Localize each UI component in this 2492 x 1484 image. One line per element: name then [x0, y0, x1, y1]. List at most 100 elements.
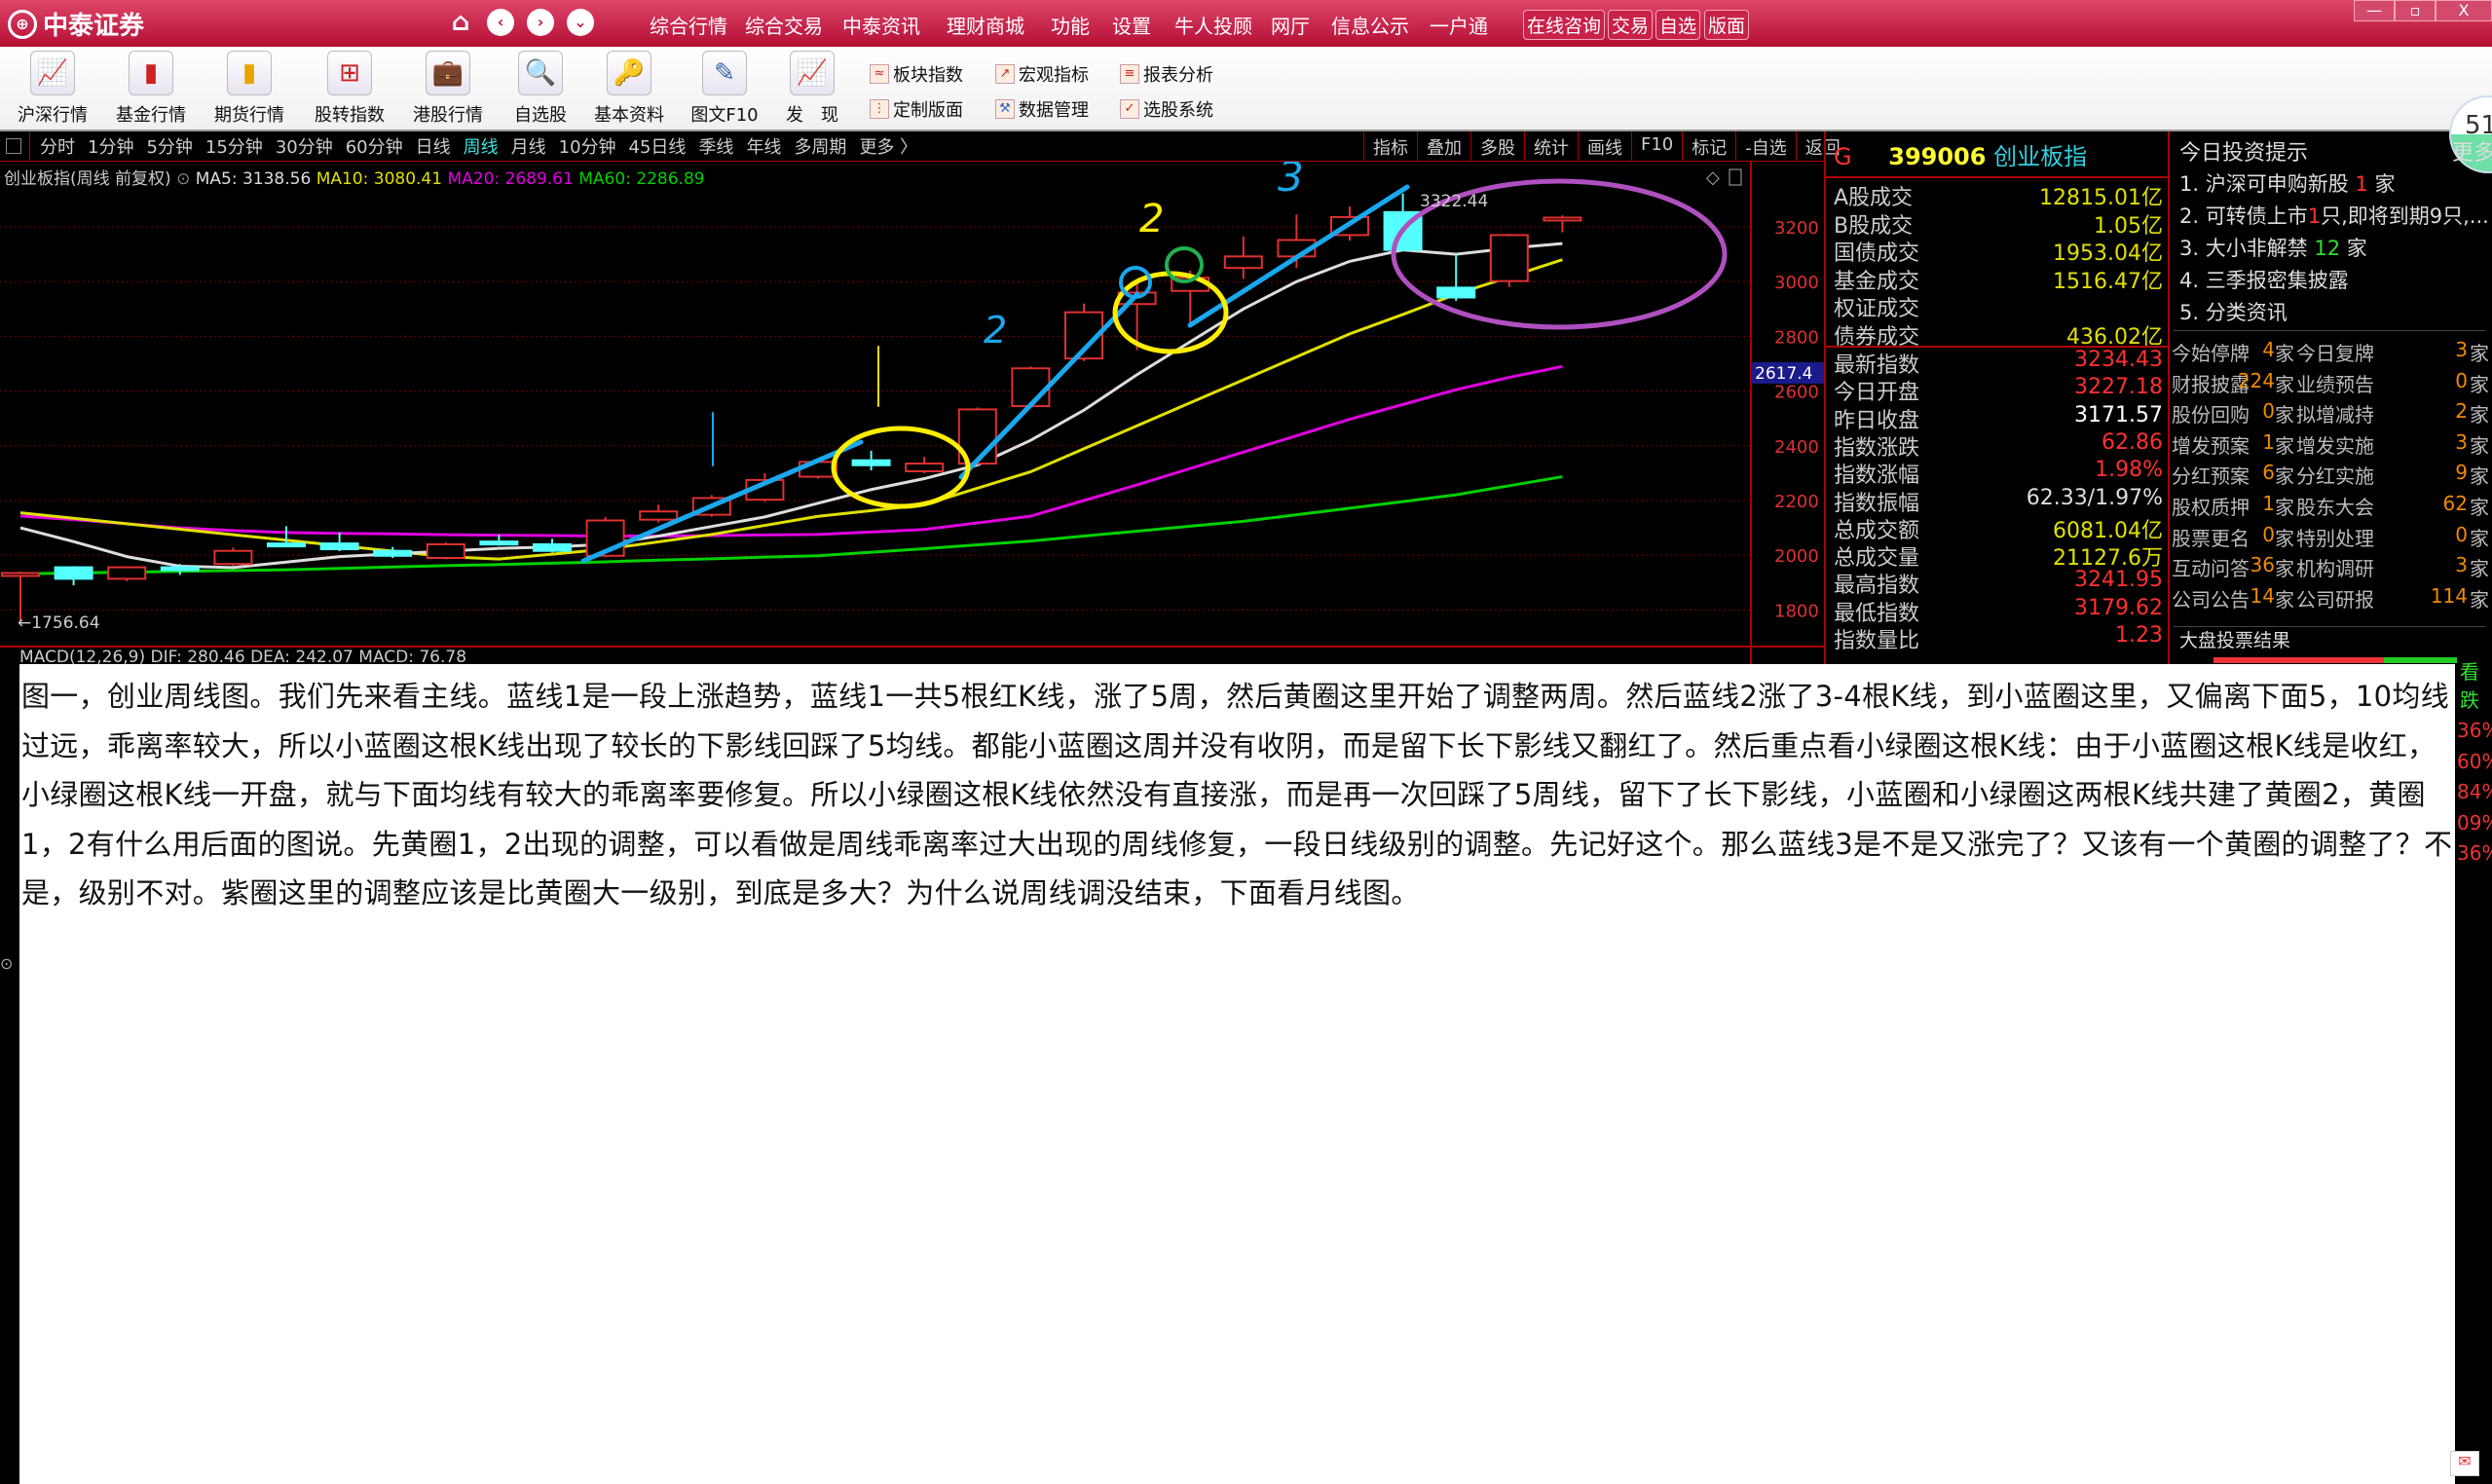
- watchlist-button[interactable]: 自选: [1655, 10, 1701, 40]
- toolbar-custom-layout[interactable]: ⋮ 定制版面: [870, 96, 963, 122]
- stat-row[interactable]: 今始停牌 4 家 今日复牌 3 家: [2172, 338, 2489, 367]
- tab-period[interactable]: 季线: [698, 137, 734, 158]
- tab-period[interactable]: 多周期: [794, 137, 847, 158]
- expand-icon[interactable]: [1729, 168, 1742, 186]
- panel-toggle-icon[interactable]: [6, 138, 21, 154]
- stat-row[interactable]: 股权质押 1 家 股东大会 62 家: [2172, 492, 2489, 521]
- stat-row[interactable]: 股票更名 0 家 特别处理 0 家: [2172, 523, 2489, 552]
- menu-news[interactable]: 中泰资讯: [842, 15, 920, 38]
- stat-row[interactable]: 增发预案 1 家 增发实施 3 家: [2172, 430, 2489, 460]
- tip-item[interactable]: 1. 沪深可申购新股 1 家: [2179, 168, 2395, 198]
- menu-market[interactable]: 综合行情: [650, 15, 727, 38]
- candle[interactable]: [905, 457, 945, 473]
- stat-row[interactable]: 互动问答 36 家 机构调研 3 家: [2172, 553, 2489, 582]
- minimize-button[interactable]: —: [2354, 0, 2395, 21]
- candle[interactable]: [373, 546, 413, 559]
- toolbar-futures-market[interactable]: ▮ 期货行情: [205, 51, 293, 127]
- toolbar-basic-info[interactable]: 🔑 基本资料: [585, 51, 673, 127]
- stat-row[interactable]: 公司公告 14 家 公司研报 114 家: [2172, 584, 2489, 613]
- menu-advisor[interactable]: 牛人投顾: [1174, 15, 1252, 38]
- more-link[interactable]: 更多: [2452, 141, 2492, 166]
- tool-stats[interactable]: 统计: [1524, 131, 1578, 162]
- toolbar-discover[interactable]: 📈 发 现: [768, 51, 856, 127]
- candle[interactable]: [1011, 366, 1051, 408]
- close-button[interactable]: X: [2436, 0, 2492, 21]
- tab-more[interactable]: 更多 〉: [859, 137, 918, 158]
- tab-period[interactable]: 5分钟: [146, 137, 193, 158]
- dropdown-icon[interactable]: ⊙: [176, 169, 191, 189]
- trade-button[interactable]: 交易: [1608, 10, 1654, 40]
- candle[interactable]: [1383, 193, 1423, 252]
- candle[interactable]: [1543, 215, 1582, 233]
- chat-icon[interactable]: ✉: [2450, 1451, 2479, 1476]
- toolbar-hk-market[interactable]: 💼 港股行情: [404, 51, 492, 127]
- stat-row[interactable]: 股份回购 0 家 拟增减持 2 家: [2172, 399, 2489, 428]
- toolbar-macro[interactable]: ↗ 宏观指标: [995, 61, 1089, 87]
- tool-mark[interactable]: 标记: [1682, 131, 1735, 162]
- candle[interactable]: [160, 564, 200, 575]
- tool-remove-watch[interactable]: -自选: [1735, 131, 1796, 162]
- diamond-icon[interactable]: ◇: [1706, 167, 1720, 188]
- tab-period[interactable]: 60分钟: [345, 137, 403, 158]
- toolbar-sector-index[interactable]: ≈ 板块指数: [870, 61, 963, 87]
- tool-back[interactable]: 返回: [1795, 131, 1849, 162]
- candle[interactable]: [1223, 236, 1263, 279]
- stat-row[interactable]: 财报披露 224 家 业绩预告 0 家: [2172, 369, 2489, 398]
- toolbar-watchlist[interactable]: 🔍 自选股: [497, 51, 584, 127]
- candle[interactable]: [1436, 254, 1476, 301]
- candle[interactable]: [1, 572, 40, 622]
- candle[interactable]: [851, 450, 891, 471]
- tool-overlay[interactable]: 叠加: [1417, 131, 1470, 162]
- home-icon[interactable]: ⌂: [451, 8, 470, 37]
- dropdown-icon[interactable]: ⌄: [567, 9, 594, 36]
- tab-period[interactable]: 30分钟: [275, 137, 333, 158]
- tool-draw[interactable]: 画线: [1578, 131, 1631, 162]
- menu-mall[interactable]: 理财商城: [947, 15, 1024, 38]
- toolbar-fund-market[interactable]: ▮ 基金行情: [107, 51, 195, 127]
- candle[interactable]: [319, 532, 359, 551]
- tab-period[interactable]: 15分钟: [205, 137, 263, 158]
- tab-period[interactable]: 日线: [415, 137, 451, 158]
- candle[interactable]: [107, 566, 147, 581]
- tool-f10[interactable]: F10: [1631, 131, 1682, 162]
- consult-button[interactable]: 在线咨询: [1523, 10, 1606, 40]
- candle[interactable]: [639, 504, 679, 523]
- tip-item[interactable]: 3. 大小非解禁 12 家: [2179, 233, 2367, 262]
- tip-item[interactable]: 4. 三季报密集披露: [2179, 265, 2349, 294]
- tip-item[interactable]: 5. 分类资讯: [2179, 297, 2287, 326]
- kline-chart[interactable]: 3200 3000 2800 2600 2400 2200 2000 1800 2 2 3 3…: [0, 162, 1824, 664]
- menu-disclosure[interactable]: 信息公示: [1331, 15, 1409, 38]
- tab-period[interactable]: 10分钟: [558, 137, 616, 158]
- tool-indicator[interactable]: 指标: [1363, 131, 1417, 162]
- candle[interactable]: [426, 541, 465, 560]
- candle[interactable]: [267, 526, 306, 548]
- tab-period[interactable]: 1分钟: [88, 137, 134, 158]
- collapse-icon[interactable]: ⊙: [0, 954, 14, 973]
- toolbar-report[interactable]: ≡ 报表分析: [1120, 61, 1213, 87]
- tab-period[interactable]: 月线: [510, 137, 546, 158]
- tab-period[interactable]: 45日线: [628, 137, 687, 158]
- candle[interactable]: [54, 566, 93, 586]
- menu-settings[interactable]: 设置: [1112, 15, 1151, 38]
- layout-button[interactable]: 版面: [1704, 10, 1750, 40]
- toolbar-data-mgmt[interactable]: ⚒ 数据管理: [995, 96, 1089, 122]
- menu-hall[interactable]: 网厅: [1271, 15, 1310, 38]
- tab-period-weekly[interactable]: 周线: [463, 137, 499, 158]
- menu-account[interactable]: 一户通: [1430, 15, 1488, 38]
- stat-row[interactable]: 分红预案 6 家 分红实施 9 家: [2172, 461, 2489, 490]
- toolbar-neeq-index[interactable]: ⊞ 股转指数: [306, 51, 393, 127]
- tab-period[interactable]: 分时: [40, 137, 75, 158]
- toolbar-f10[interactable]: ✎ 图文F10: [681, 51, 768, 127]
- tool-multi[interactable]: 多股: [1470, 131, 1524, 162]
- forward-icon[interactable]: ›: [527, 9, 554, 36]
- maximize-button[interactable]: ▫: [2395, 0, 2436, 21]
- tip-item[interactable]: 2. 可转债上市1只,即将到期9只,...: [2179, 201, 2489, 230]
- toolbar-hs-market[interactable]: 📈 沪深行情: [9, 51, 96, 127]
- candle[interactable]: [213, 547, 253, 567]
- menu-trade[interactable]: 综合交易: [745, 15, 823, 38]
- tab-period[interactable]: 年线: [746, 137, 782, 158]
- toolbar-stock-screener[interactable]: ✓ 选股系统: [1120, 96, 1213, 122]
- back-icon[interactable]: ‹: [487, 9, 514, 36]
- candle[interactable]: [479, 535, 519, 546]
- menu-function[interactable]: 功能: [1051, 15, 1090, 38]
